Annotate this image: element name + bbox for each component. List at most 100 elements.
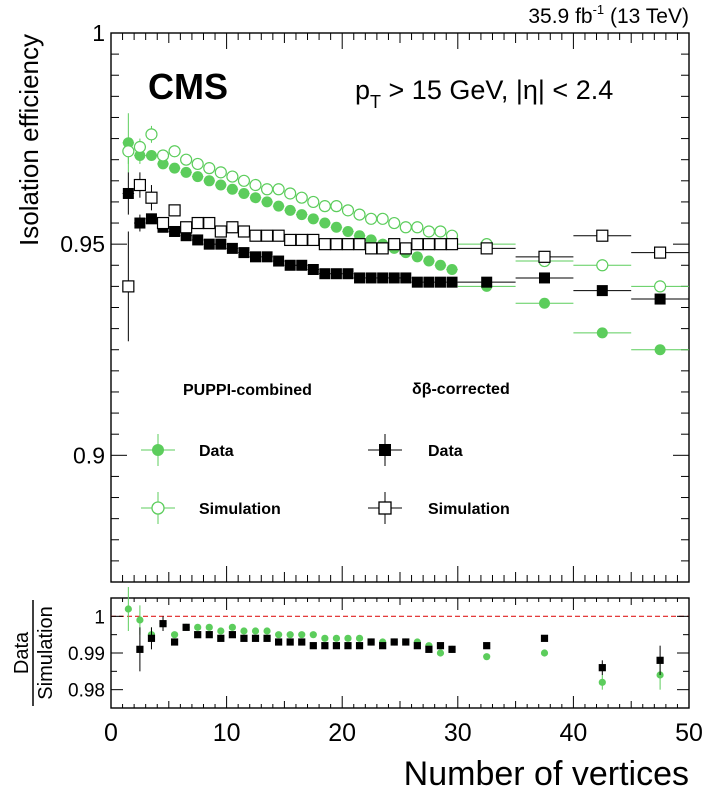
y-tick-label: 0.9 — [73, 442, 105, 468]
ratio-plot-frame — [110, 597, 690, 709]
data-point — [539, 272, 550, 284]
data-point — [400, 272, 412, 284]
ratio-y-axis-label: Data Simulation — [11, 600, 57, 706]
data-point — [399, 221, 412, 234]
data-point — [180, 166, 192, 178]
data-point — [136, 616, 144, 624]
data-point — [228, 631, 236, 639]
ratio-series-filled-circle — [124, 587, 664, 690]
data-point — [168, 204, 181, 217]
data-point — [251, 634, 260, 642]
data-point — [237, 225, 251, 238]
data-point — [263, 634, 271, 642]
data-point — [133, 178, 146, 192]
data-point — [344, 634, 352, 642]
data-point — [145, 213, 157, 225]
data-point — [249, 178, 262, 192]
data-point — [321, 634, 329, 642]
data-point — [169, 225, 181, 237]
data-point — [330, 200, 343, 213]
main-axis-ticks — [110, 32, 690, 583]
data-point — [298, 631, 306, 639]
cms-label: CMS — [148, 66, 228, 107]
data-point — [377, 272, 389, 284]
ratio-y-tick-label: 0.99 — [68, 644, 105, 665]
data-point — [250, 192, 261, 204]
data-point — [284, 259, 296, 271]
data-point — [434, 276, 446, 288]
data-point — [411, 251, 423, 263]
data-point — [284, 204, 296, 216]
kinematic-cut-label: pT > 15 GeV, |η| < 2.4 — [355, 75, 613, 112]
data-point — [319, 268, 331, 280]
data-point — [249, 229, 262, 242]
data-point — [483, 642, 491, 650]
data-point — [425, 645, 433, 653]
data-point — [321, 642, 329, 650]
data-point — [388, 216, 401, 230]
data-point — [156, 216, 170, 230]
main-panel: 0.9 0.95 1 Isolation efficiency CMS pT > 1… — [14, 20, 690, 583]
data-point — [182, 623, 190, 631]
data-point — [192, 171, 204, 183]
data-point — [273, 255, 285, 267]
data-point — [355, 642, 364, 650]
data-point — [180, 230, 192, 242]
main-series-layer — [122, 113, 689, 356]
data-point — [260, 229, 274, 242]
data-point — [180, 153, 193, 166]
data-point — [122, 187, 134, 199]
data-point — [540, 649, 549, 657]
data-point — [318, 238, 331, 251]
ratio-panel: 0.98 0.99 1 0 10 20 30 40 50 Data Simulation — [11, 587, 703, 747]
data-point — [192, 234, 204, 246]
data-point — [448, 645, 456, 653]
data-point — [411, 238, 424, 251]
data-point — [330, 238, 343, 251]
data-point — [365, 242, 378, 255]
data-point — [122, 280, 135, 293]
x-tick-labels: 0 10 20 30 40 50 — [104, 719, 703, 747]
x-axis-label: Number of vertices — [404, 755, 689, 792]
x-tick-label: 30 — [444, 719, 472, 747]
data-point — [145, 149, 157, 161]
ratio-series-filled-square — [136, 616, 664, 675]
data-point — [263, 627, 271, 635]
series-open-circle — [122, 125, 689, 293]
data-point — [341, 238, 355, 251]
x-tick-label: 0 — [104, 719, 118, 747]
data-point — [250, 251, 261, 263]
data-point — [251, 627, 260, 635]
data-point — [272, 229, 285, 242]
data-point — [286, 631, 294, 639]
data-point — [344, 642, 352, 650]
legend-group-deltabeta: δβ-corrected — [412, 381, 510, 398]
data-point — [307, 213, 319, 225]
data-point — [217, 634, 225, 642]
data-point — [194, 623, 202, 631]
ratio-axis-ticks — [110, 597, 690, 709]
data-point — [341, 204, 355, 217]
data-point — [228, 623, 236, 631]
data-point — [319, 217, 331, 229]
data-point — [122, 145, 135, 158]
data-point — [423, 255, 435, 267]
data-point — [365, 272, 377, 284]
y-tick-label: 1 — [92, 20, 105, 46]
x-tick-label: 50 — [675, 719, 703, 747]
y-tick-label: 0.95 — [60, 231, 105, 257]
legend: PUPPI-combined δβ-corrected Data Simulat… — [141, 381, 510, 524]
data-point — [295, 233, 308, 247]
data-point — [214, 166, 227, 179]
legend-group-puppi: PUPPI-combined — [183, 382, 312, 399]
data-point — [170, 631, 179, 639]
luminosity-label: 35.9 fb-1 (13 TeV) — [528, 2, 689, 28]
data-point — [205, 623, 213, 631]
data-point — [194, 631, 202, 639]
data-point — [436, 649, 445, 657]
data-point — [238, 247, 250, 259]
ratio-y-tick-label: 1 — [94, 607, 105, 628]
data-point — [390, 638, 398, 646]
data-point — [342, 268, 354, 280]
